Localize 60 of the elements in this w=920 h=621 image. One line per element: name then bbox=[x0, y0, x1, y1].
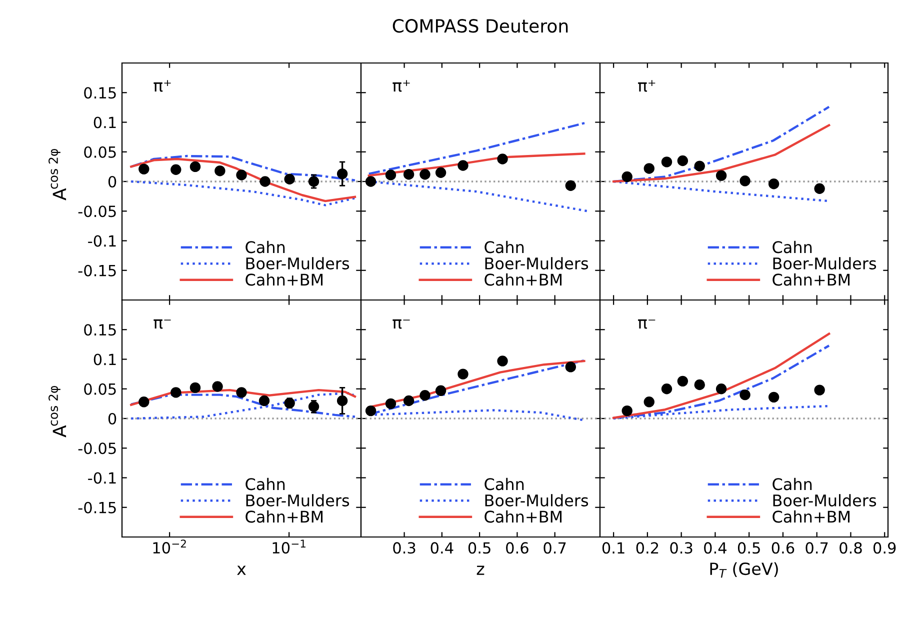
legend-label: Cahn bbox=[246, 240, 285, 254]
y-tick-label: 0.15 bbox=[84, 87, 116, 99]
legend-label: Boer-Mulders bbox=[246, 257, 350, 270]
annotation: π⁻ bbox=[638, 319, 656, 329]
y-tick-label: -0.15 bbox=[78, 502, 116, 514]
x-tick-label: 0.4 bbox=[430, 542, 454, 554]
y-tick-label: 0.05 bbox=[84, 146, 116, 158]
y-tick-label: -0.1 bbox=[88, 235, 116, 247]
x-tick-label: 0.3 bbox=[393, 542, 416, 554]
x-tick-label: 0.5 bbox=[468, 542, 490, 554]
legend-label: Cahn+BM bbox=[772, 273, 850, 286]
legend-label: Cahn+BM bbox=[246, 510, 323, 523]
y-axis-title: Acos 2φ bbox=[48, 386, 66, 438]
annotation: π⁺ bbox=[154, 80, 171, 92]
annotation: π⁻ bbox=[392, 319, 410, 329]
annotation: π⁺ bbox=[638, 80, 656, 92]
legend-label: Cahn bbox=[772, 478, 812, 490]
legend-label: Boer-Mulders bbox=[773, 257, 876, 270]
legend-label: Cahn bbox=[484, 478, 524, 490]
y-tick-label: -0.05 bbox=[78, 206, 116, 218]
x-axis-title: z bbox=[476, 566, 484, 575]
legend-label: Boer-Mulders bbox=[485, 257, 588, 270]
legend-label: Cahn+BM bbox=[484, 510, 562, 523]
annotation: π⁺ bbox=[392, 80, 410, 92]
x-tick-label: 10$^{−2}$ bbox=[153, 540, 186, 554]
x-tick-label: 0.6 bbox=[772, 542, 794, 554]
legend-label: Cahn+BM bbox=[246, 273, 323, 286]
legend-label: Boer-Mulders bbox=[773, 494, 876, 506]
y-tick-label: 0.05 bbox=[84, 383, 116, 395]
y-tick-label: 0.1 bbox=[94, 116, 116, 128]
legend-label: Boer-Mulders bbox=[246, 494, 350, 506]
chart-title: COMPASS Deuteron bbox=[392, 19, 568, 33]
x-tick-label: 0.1 bbox=[602, 542, 624, 554]
x-tick-label: 0.4 bbox=[704, 542, 726, 554]
x-tick-label: 0.8 bbox=[840, 542, 862, 554]
y-axis-title: Acos 2φ bbox=[48, 148, 66, 200]
y-tick-label: -0.05 bbox=[78, 442, 116, 454]
y-tick-label: 0 bbox=[108, 412, 116, 425]
y-tick-label: 0.15 bbox=[84, 324, 116, 336]
y-tick-label: 0 bbox=[108, 176, 116, 188]
x-tick-label: 0.7 bbox=[806, 542, 828, 554]
x-tick-label: 0.3 bbox=[670, 542, 692, 554]
legend-label: Cahn bbox=[772, 240, 812, 254]
legend-label: Cahn+BM bbox=[484, 273, 562, 286]
legend-label: Cahn bbox=[484, 240, 524, 254]
x-tick-label: 10$^{−1}$ bbox=[272, 540, 306, 554]
y-tick-label: 0.1 bbox=[94, 354, 116, 366]
legend-label: Boer-Mulders bbox=[485, 494, 588, 506]
legend-label: Cahn+BM bbox=[772, 510, 850, 523]
y-tick-label: -0.15 bbox=[78, 264, 116, 276]
x-tick-label: 0.9 bbox=[873, 542, 896, 554]
x-tick-label: 0.2 bbox=[636, 542, 658, 554]
x-tick-label: 0.7 bbox=[544, 542, 566, 554]
x-tick-label: 0.6 bbox=[506, 542, 528, 554]
x-axis-title: x bbox=[237, 566, 246, 575]
y-tick-label: -0.1 bbox=[88, 472, 116, 484]
x-axis-title: P$_{T}$ (GeV) bbox=[710, 562, 778, 578]
x-tick-label: 0.5 bbox=[738, 542, 760, 554]
annotation: π⁻ bbox=[154, 319, 171, 329]
legend-label: Cahn bbox=[246, 478, 285, 490]
